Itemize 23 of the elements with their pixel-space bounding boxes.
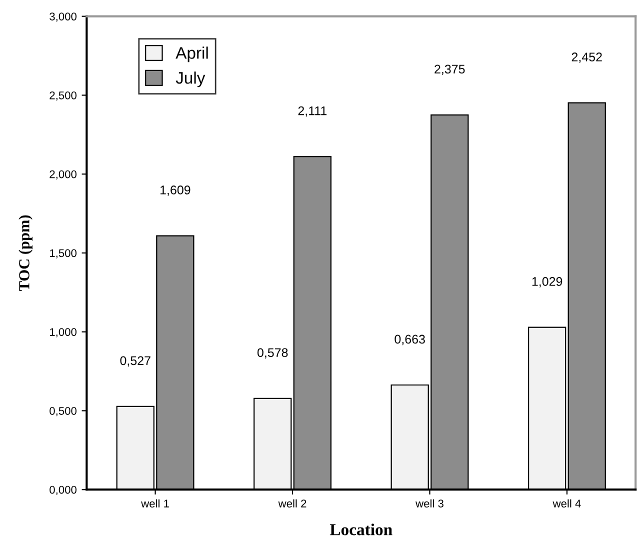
y-tick-label: 2,000 <box>50 170 77 180</box>
data-label: 2,375 <box>434 64 465 76</box>
data-label: 2,452 <box>572 52 602 63</box>
data-label: 0,527 <box>120 356 150 367</box>
x-tick-label: well 4 <box>552 499 581 508</box>
y-tick-label: 0,000 <box>50 486 77 496</box>
x-tick-label: well 1 <box>141 499 169 508</box>
legend-label: April <box>176 46 208 62</box>
data-label: 0,578 <box>257 348 288 359</box>
y-tick-label: 1,000 <box>50 328 77 338</box>
x-tick-label: well 2 <box>278 499 306 508</box>
data-label: 1,609 <box>160 186 190 196</box>
y-tick-label: 0,500 <box>50 406 77 416</box>
y-tick-label: 1,500 <box>50 249 77 258</box>
x-axis-title: Location <box>330 524 392 536</box>
data-label: 1,029 <box>532 277 562 288</box>
x-tick-label: well 3 <box>416 499 444 508</box>
data-label: 0,663 <box>394 334 425 346</box>
legend-label: July <box>176 72 206 88</box>
y-tick-label: 2,500 <box>50 91 77 101</box>
y-axis-title: TOC (ppm) <box>18 215 32 291</box>
y-tick-label: 3,000 <box>50 12 77 22</box>
data-label: 2,111 <box>298 106 327 117</box>
